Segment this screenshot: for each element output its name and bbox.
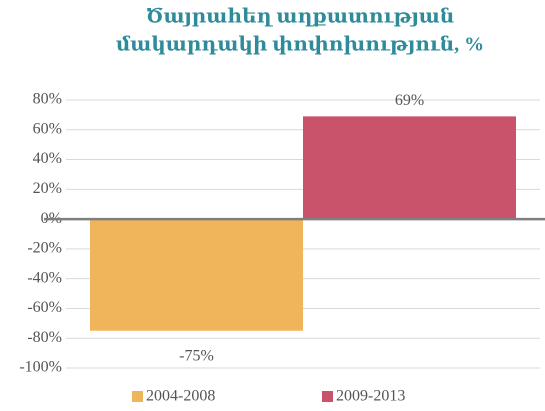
y-tick-label: -100%: [19, 359, 62, 376]
data-label: -75%: [179, 347, 214, 364]
y-tick-label: -80%: [27, 329, 62, 346]
y-tick-label: 80%: [33, 91, 62, 108]
legend-swatch: [132, 391, 143, 402]
bar: [90, 219, 303, 331]
chart-title: Ծայրահեղ աղքատության: [146, 6, 455, 28]
y-tick-label: -20%: [27, 240, 62, 257]
y-tick-label: 40%: [33, 150, 62, 167]
y-tick-label: -60%: [27, 299, 62, 316]
y-tick-label: 60%: [33, 120, 62, 137]
y-tick-label: -40%: [27, 269, 62, 286]
bar: [303, 116, 516, 220]
y-tick-label: 20%: [33, 180, 62, 197]
data-label: 69%: [395, 92, 424, 109]
legend-label: 2004-2008: [146, 388, 215, 405]
legend-swatch: [322, 391, 333, 402]
legend-label: 2009-2013: [336, 388, 405, 405]
chart-title: մակարդակի փոփոխություն, %: [116, 34, 484, 56]
